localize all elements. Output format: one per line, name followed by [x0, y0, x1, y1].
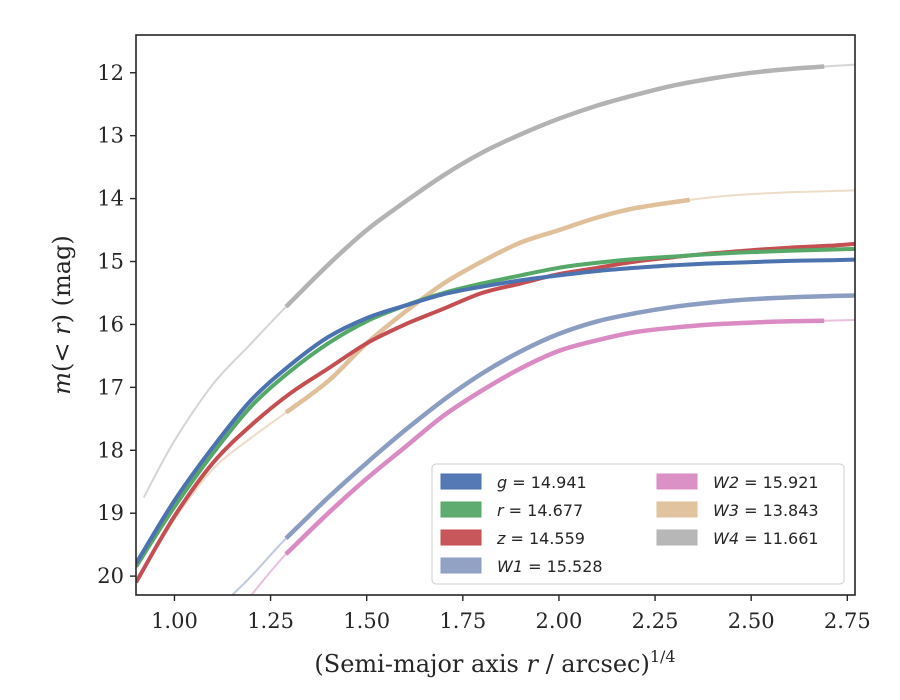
legend-label-w4: W4 = 11.661	[713, 529, 819, 548]
legend-swatch-w1	[440, 557, 482, 574]
legend-swatch-r	[440, 501, 482, 518]
curve-w2	[284, 318, 825, 556]
x-tick-label: 2.50	[728, 609, 775, 633]
curve-w3	[284, 197, 691, 415]
legend-label-r: r = 14.677	[497, 501, 583, 520]
x-axis: 1.00 1.25 1.50 1.75 2.00 2.25 2.50 2.75	[151, 595, 871, 633]
legend-label-w3: W3 = 13.843	[713, 501, 819, 520]
x-tick-label: 1.75	[439, 609, 486, 633]
legend-label-w2: W2 = 15.921	[713, 473, 819, 492]
y-tick-label: 14	[97, 187, 124, 211]
y-axis: 12 13 14 15 16 17 18 19 20	[97, 61, 136, 588]
y-tick-label: 13	[97, 124, 124, 148]
x-tick-label: 2.75	[824, 609, 871, 633]
legend-label-g: g = 14.941	[497, 473, 587, 492]
y-tick-label: 16	[97, 312, 124, 336]
legend-swatch-z	[440, 529, 482, 546]
y-tick-label: 18	[97, 438, 124, 462]
y-axis-label: m(< r) (mag)	[48, 235, 76, 395]
curve-r	[136, 246, 855, 568]
legend-label-z: z = 14.559	[496, 529, 585, 548]
x-axis-label: (Semi-major axis r / arcsec)1/4	[314, 647, 675, 678]
legend: g = 14.941 r = 14.677 z = 14.559 W1 = 15.52…	[431, 463, 845, 585]
y-tick-label: 15	[97, 250, 124, 274]
curve-g	[136, 257, 855, 565]
y-tick-label: 20	[97, 564, 124, 588]
x-tick-label: 1.50	[343, 609, 390, 633]
y-tick-label: 19	[97, 501, 124, 525]
curve-w4	[284, 64, 825, 309]
legend-swatch-w3	[656, 501, 698, 518]
legend-swatch-g	[440, 473, 482, 490]
plot-frame	[135, 34, 856, 596]
x-tick-label: 2.00	[536, 609, 583, 633]
legend-swatch-w4	[656, 529, 698, 546]
x-tick-label: 2.25	[632, 609, 679, 633]
x-tick-label: 1.00	[151, 609, 198, 633]
x-tick-label: 1.25	[247, 609, 294, 633]
curve-w1	[284, 293, 855, 541]
legend-swatch-w2	[656, 473, 698, 490]
legend-label-w1: W1 = 15.528	[497, 557, 603, 576]
legend-box	[431, 463, 845, 585]
y-tick-label: 17	[97, 375, 124, 399]
y-tick-label: 12	[97, 61, 124, 85]
curves-layer	[136, 63, 855, 595]
